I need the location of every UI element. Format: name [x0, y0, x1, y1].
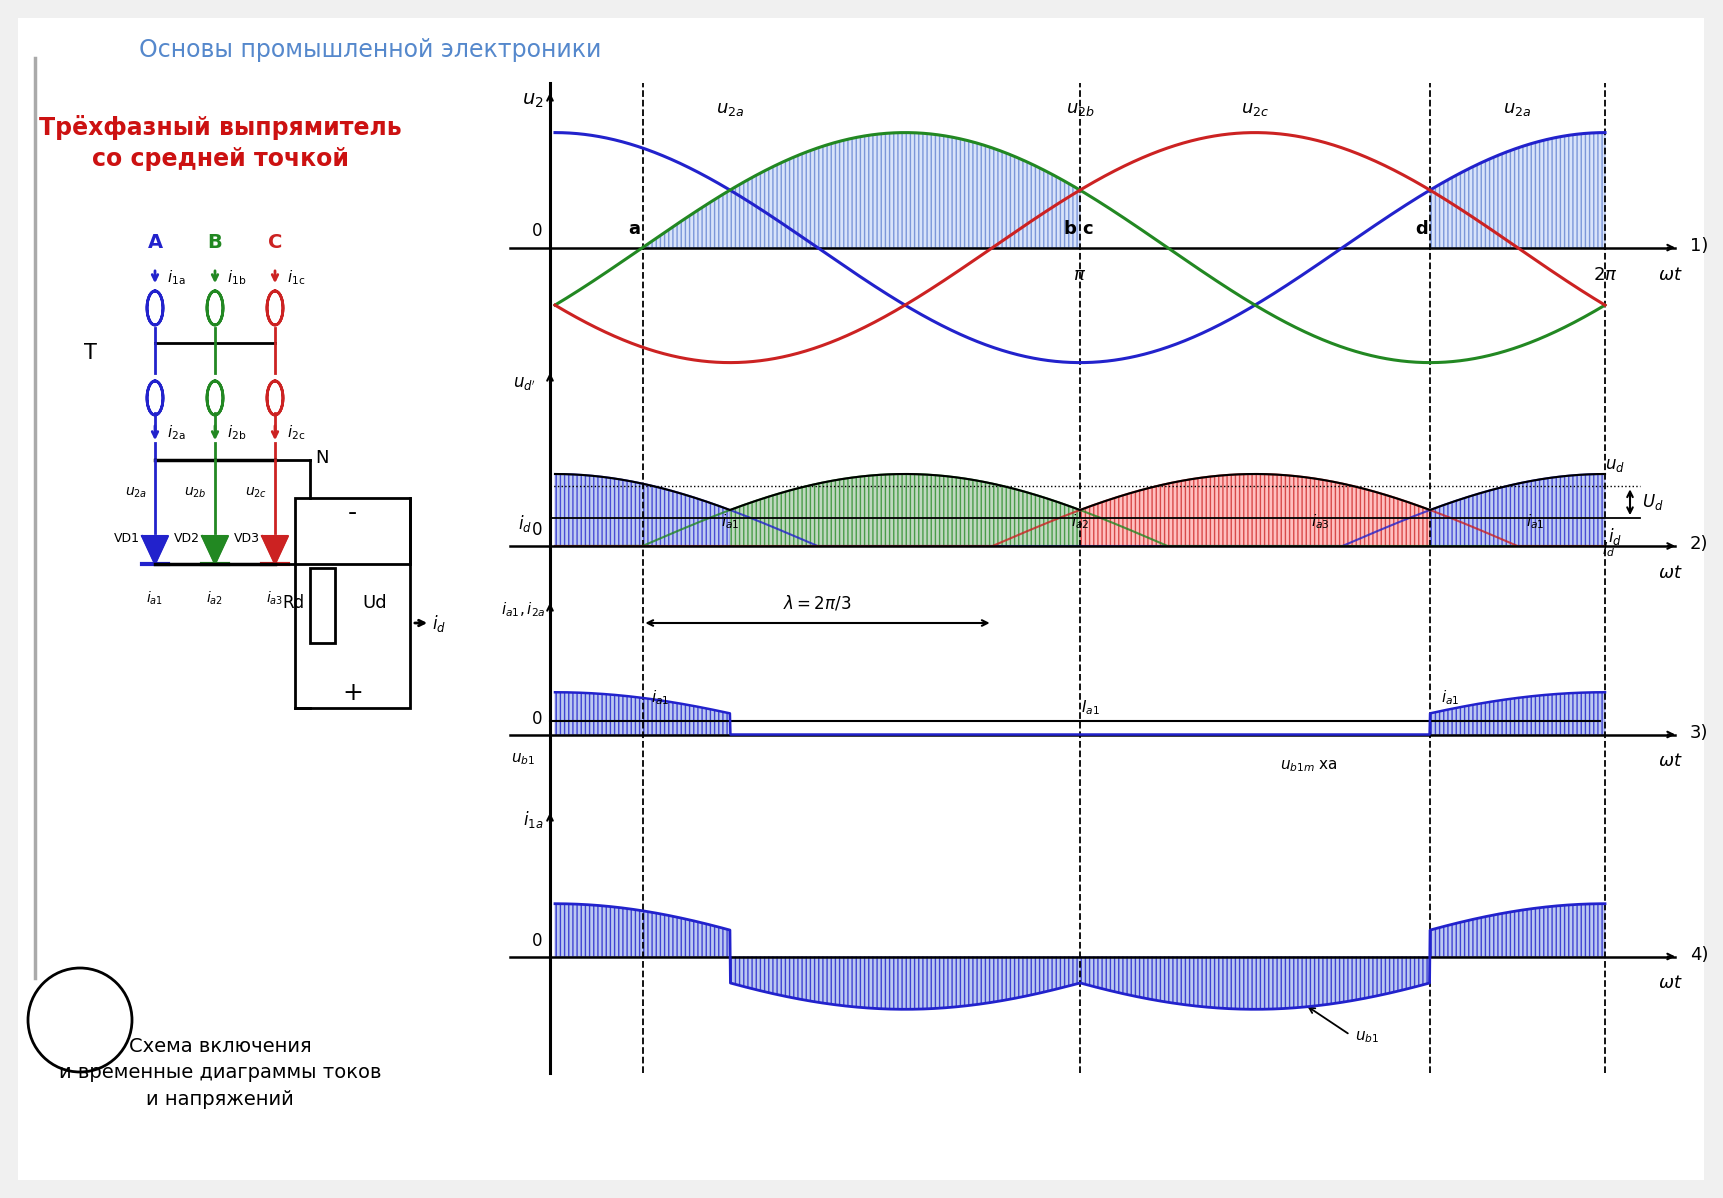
Text: Rd: Rd — [283, 594, 305, 612]
Text: $u_{2b}$: $u_{2b}$ — [184, 486, 207, 501]
Polygon shape — [141, 536, 169, 564]
Text: $u_{2a}$: $u_{2a}$ — [124, 486, 146, 501]
Text: $\omega t$: $\omega t$ — [1658, 752, 1682, 770]
Bar — [310, 568, 334, 643]
Text: $i_{a2}$: $i_{a2}$ — [1070, 513, 1089, 531]
Text: -: - — [348, 501, 357, 525]
Text: $i_{a1}$: $i_{a1}$ — [1440, 688, 1459, 707]
Bar — [495, 807, 1664, 1078]
Polygon shape — [202, 536, 227, 564]
Text: $\omega t$: $\omega t$ — [1658, 564, 1682, 582]
Text: $u_{b1}$: $u_{b1}$ — [512, 751, 536, 768]
Text: $i_{\mathrm{1c}}$: $i_{\mathrm{1c}}$ — [288, 268, 305, 288]
Text: 0: 0 — [532, 222, 543, 240]
Text: Схема включения
и временные диаграммы токов
и напряжений: Схема включения и временные диаграммы то… — [59, 1037, 381, 1109]
Text: $i_{\mathrm{2a}}$: $i_{\mathrm{2a}}$ — [167, 424, 186, 442]
Text: 3): 3) — [1690, 724, 1709, 742]
Polygon shape — [1430, 474, 1606, 546]
Polygon shape — [555, 692, 731, 734]
Text: a: a — [629, 219, 641, 237]
Polygon shape — [1430, 692, 1606, 734]
Text: $\pi$: $\pi$ — [1073, 266, 1087, 284]
Text: 0: 0 — [532, 521, 543, 539]
Text: $u_{2a}$: $u_{2a}$ — [1504, 99, 1532, 117]
Text: VD3: VD3 — [234, 532, 260, 545]
Text: $i_d$: $i_d$ — [519, 514, 532, 534]
Text: $U_d$: $U_d$ — [1642, 492, 1664, 513]
Polygon shape — [262, 536, 288, 564]
Text: $i_{a1}$: $i_{a1}$ — [651, 688, 670, 707]
Text: $i_d$: $i_d$ — [432, 612, 446, 634]
Text: $i_{a3}$: $i_{a3}$ — [267, 589, 284, 606]
Text: $i_{\mathrm{1a}}$: $i_{\mathrm{1a}}$ — [167, 268, 186, 288]
Text: $i_{1a}$: $i_{1a}$ — [522, 810, 543, 830]
Text: $u_{b1m}$ хa: $u_{b1m}$ хa — [1280, 758, 1339, 774]
Text: +: + — [343, 680, 364, 704]
Text: $u_d$: $u_d$ — [1606, 456, 1625, 474]
Text: $i_{\mathrm{2c}}$: $i_{\mathrm{2c}}$ — [288, 424, 305, 442]
Text: $i_{\mathrm{2b}}$: $i_{\mathrm{2b}}$ — [227, 424, 246, 442]
Text: $u_{b1}$: $u_{b1}$ — [1354, 1029, 1380, 1045]
Text: $u_{2c}$: $u_{2c}$ — [1241, 99, 1270, 117]
Text: $\omega t$: $\omega t$ — [1658, 974, 1682, 992]
Text: $i_{a2}$: $i_{a2}$ — [207, 589, 224, 606]
Text: $u_{d'}$: $u_{d'}$ — [513, 374, 536, 392]
Text: d: d — [1416, 219, 1428, 237]
Polygon shape — [1430, 133, 1606, 248]
Text: 4): 4) — [1690, 945, 1709, 963]
Text: $i_{a1}$: $i_{a1}$ — [1527, 513, 1544, 531]
Text: $2\pi$: $2\pi$ — [1592, 266, 1618, 284]
Text: $i_d$: $i_d$ — [1608, 526, 1621, 547]
Text: Основы промышленной электроники: Основы промышленной электроники — [140, 38, 601, 62]
Bar — [495, 598, 1664, 807]
Text: N: N — [315, 449, 329, 467]
Text: $i_{a1}$: $i_{a1}$ — [720, 513, 739, 531]
Bar — [495, 87, 1664, 368]
Text: VD1: VD1 — [114, 532, 140, 545]
Text: b: b — [1063, 219, 1077, 237]
Text: $u_{2b}$: $u_{2b}$ — [1065, 99, 1094, 117]
Text: $i_{a1}$: $i_{a1}$ — [146, 589, 164, 606]
Text: c: c — [1082, 219, 1094, 237]
Polygon shape — [555, 474, 731, 546]
Text: 1): 1) — [1690, 236, 1709, 255]
Text: $\omega t$: $\omega t$ — [1658, 266, 1682, 284]
Text: $\lambda=2\pi/3$: $\lambda=2\pi/3$ — [784, 593, 851, 612]
Text: $u_2$: $u_2$ — [522, 91, 544, 109]
Text: 0: 0 — [532, 932, 543, 950]
Text: C: C — [267, 234, 283, 253]
Polygon shape — [731, 474, 1080, 546]
Bar — [295, 498, 410, 708]
Text: Трёхфазный выпрямитель
со средней точкой: Трёхфазный выпрямитель со средней точкой — [38, 115, 401, 171]
Text: Ud: Ud — [362, 594, 388, 612]
Bar — [495, 368, 1664, 598]
Text: $i_{a3}$: $i_{a3}$ — [1311, 513, 1330, 531]
Polygon shape — [643, 133, 1080, 248]
Text: VD2: VD2 — [174, 532, 200, 545]
Text: A: A — [148, 234, 162, 253]
Text: 2): 2) — [1690, 536, 1709, 553]
Text: 0: 0 — [532, 709, 543, 727]
Text: $i_{a1}, i_{2a}$: $i_{a1}, i_{2a}$ — [501, 600, 546, 619]
Text: $i_{\mathrm{1b}}$: $i_{\mathrm{1b}}$ — [227, 268, 246, 288]
Text: B: B — [208, 234, 222, 253]
Text: $u_{2a}$: $u_{2a}$ — [715, 99, 744, 117]
Text: T: T — [83, 343, 96, 363]
Text: $u_{2c}$: $u_{2c}$ — [245, 486, 267, 501]
Text: $I_d$: $I_d$ — [1602, 540, 1614, 558]
Polygon shape — [1080, 474, 1430, 546]
Text: $I_{a1}$: $I_{a1}$ — [1080, 698, 1099, 718]
